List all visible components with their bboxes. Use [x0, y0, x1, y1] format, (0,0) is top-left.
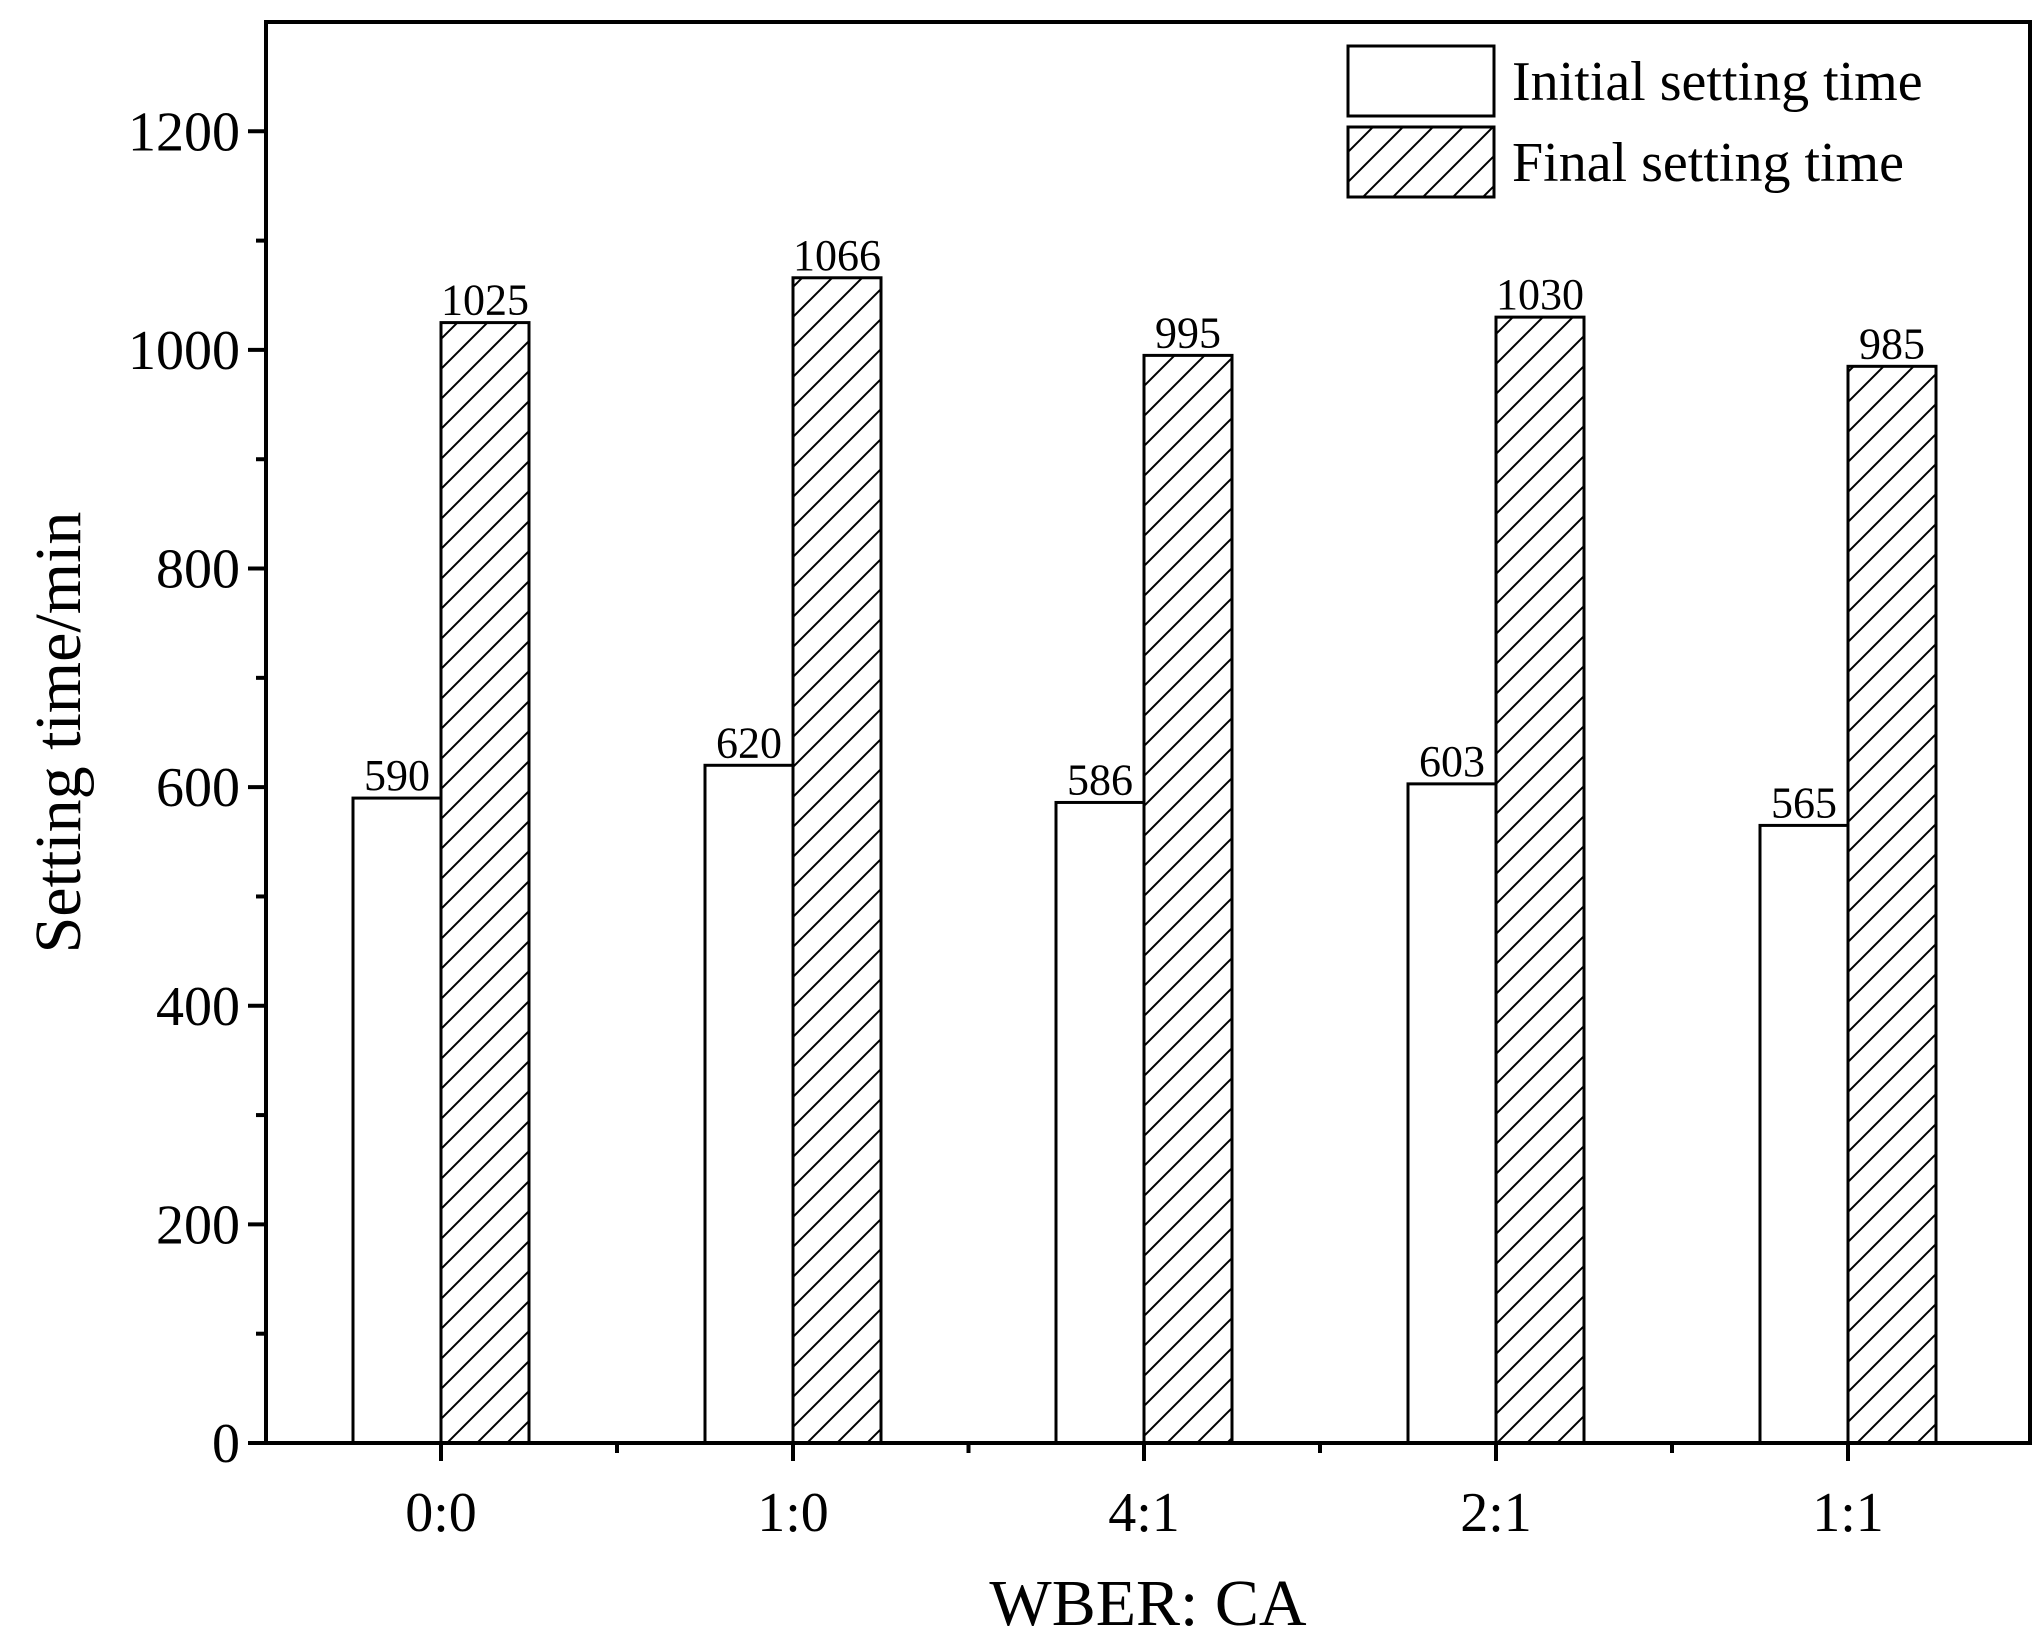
y-tick-label-0: 0 [212, 1413, 240, 1475]
y-tick-label-3: 600 [156, 757, 240, 819]
data-label-final-0: 1025 [441, 276, 529, 325]
bar-initial-2 [1054, 800, 1146, 1445]
legend-swatch-final [1346, 125, 1496, 199]
data-label-final-3: 1030 [1496, 270, 1584, 319]
legend-swatch-initial [1346, 44, 1496, 118]
y-tick-label-5: 1000 [128, 320, 240, 382]
y-tick-label-4: 800 [156, 539, 240, 601]
bar-final-4 [1846, 364, 1938, 1445]
bar-final-3 [1494, 315, 1586, 1445]
bar-initial-0 [351, 796, 443, 1445]
x-tick-label-2: 4:1 [1108, 1482, 1180, 1544]
data-label-initial-1: 620 [716, 718, 782, 767]
x-tick-label-1: 1:0 [757, 1482, 829, 1544]
y-tick-label-2: 400 [156, 976, 240, 1038]
bar-final-2 [1142, 353, 1234, 1445]
bar-initial-3 [1406, 782, 1498, 1445]
legend-label-initial: Initial setting time [1512, 51, 1923, 113]
data-label-final-4: 985 [1859, 319, 1925, 368]
bar-final-1 [791, 276, 883, 1445]
bar-initial-4 [1758, 823, 1850, 1445]
y-axis-title: Setting time/min [22, 512, 95, 954]
bar-final-0 [439, 321, 531, 1445]
bar-initial-1 [703, 763, 795, 1445]
data-label-initial-4: 565 [1771, 778, 1837, 827]
x-tick-label-4: 1:1 [1812, 1482, 1884, 1544]
data-label-final-1: 1066 [793, 231, 881, 280]
x-tick-label-0: 0:0 [405, 1482, 477, 1544]
data-label-initial-3: 603 [1419, 737, 1485, 786]
data-label-initial-2: 586 [1067, 755, 1133, 804]
data-label-final-2: 995 [1155, 308, 1221, 357]
y-tick-label-1: 200 [156, 1194, 240, 1256]
x-tick-label-3: 2:1 [1460, 1482, 1532, 1544]
plot-frame [264, 20, 2032, 1445]
legend-label-final: Final setting time [1512, 132, 1904, 194]
x-axis-title: WBER: CA [989, 1567, 1307, 1640]
y-tick-label-6: 1200 [128, 101, 240, 163]
data-label-initial-0: 590 [364, 751, 430, 800]
